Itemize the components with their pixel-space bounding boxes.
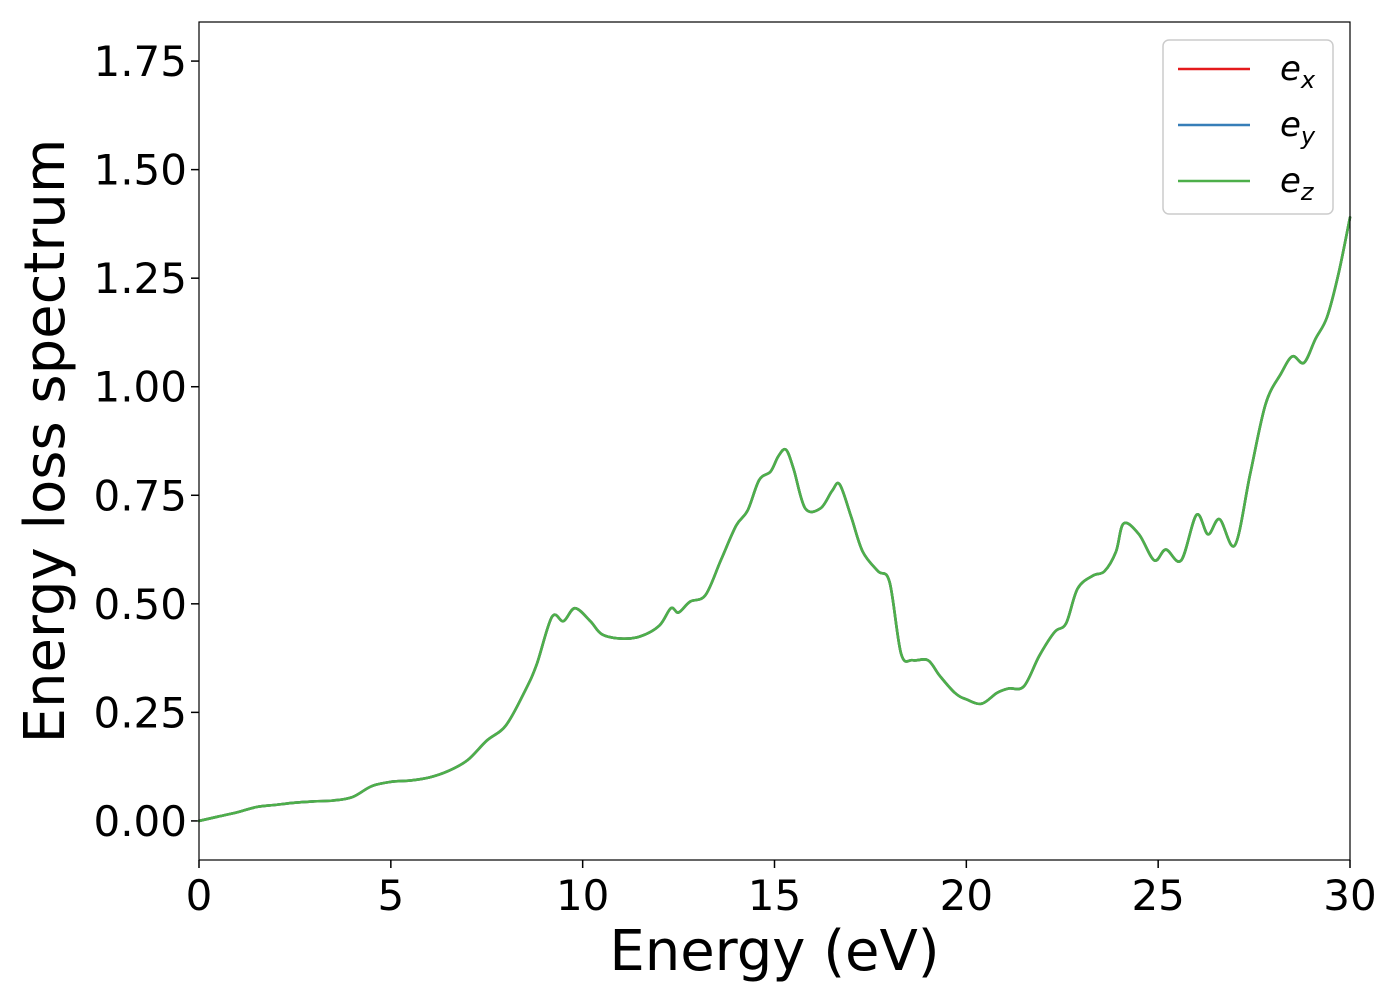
y-tick-label: 1.00	[93, 363, 187, 412]
legend-label-base: e	[1280, 49, 1301, 89]
legend-label-subscript: x	[1300, 66, 1316, 94]
plot-frame	[198, 21, 1351, 861]
legend-label-ey: ey	[1280, 105, 1316, 150]
y-tick-label: 0.75	[93, 471, 187, 520]
legend-label-ex: ex	[1280, 49, 1316, 94]
x-tick-label: 5	[377, 871, 404, 920]
x-tick-label: 30	[1323, 871, 1376, 920]
y-tick-label: 0.25	[93, 688, 187, 737]
legend-label-subscript: z	[1300, 178, 1315, 206]
legend-label-base: e	[1280, 105, 1301, 145]
x-tick-label: 15	[748, 871, 801, 920]
legend-label-subscript: y	[1300, 122, 1316, 150]
y-axis-label: Energy loss spectrum	[13, 139, 78, 744]
x-tick-label: 10	[556, 871, 609, 920]
series-line-ey	[197, 216, 1352, 823]
y-axis-ticks: 0.00 0.25 0.50 0.75 1.00 1.25 1.50 1.75	[93, 37, 199, 846]
legend-frame	[1162, 39, 1334, 215]
y-tick-label: 0.00	[93, 797, 187, 846]
x-tick-label: 20	[940, 871, 993, 920]
y-tick-label: 1.75	[93, 37, 187, 86]
x-axis-ticks: 0 5 10 15 20 25 30	[186, 860, 1377, 920]
legend-label-ez: ez	[1280, 161, 1315, 206]
series-line-ex	[197, 216, 1352, 823]
x-axis-label: Energy (eV)	[609, 919, 939, 984]
x-tick-label: 0	[186, 871, 213, 920]
legend-label-base: e	[1280, 161, 1301, 201]
series-lines	[197, 216, 1352, 823]
y-tick-label: 0.50	[93, 580, 187, 629]
y-tick-label: 1.25	[93, 254, 187, 303]
series-line-ez	[197, 216, 1352, 823]
x-tick-label: 25	[1131, 871, 1184, 920]
y-tick-label: 1.50	[93, 146, 187, 195]
